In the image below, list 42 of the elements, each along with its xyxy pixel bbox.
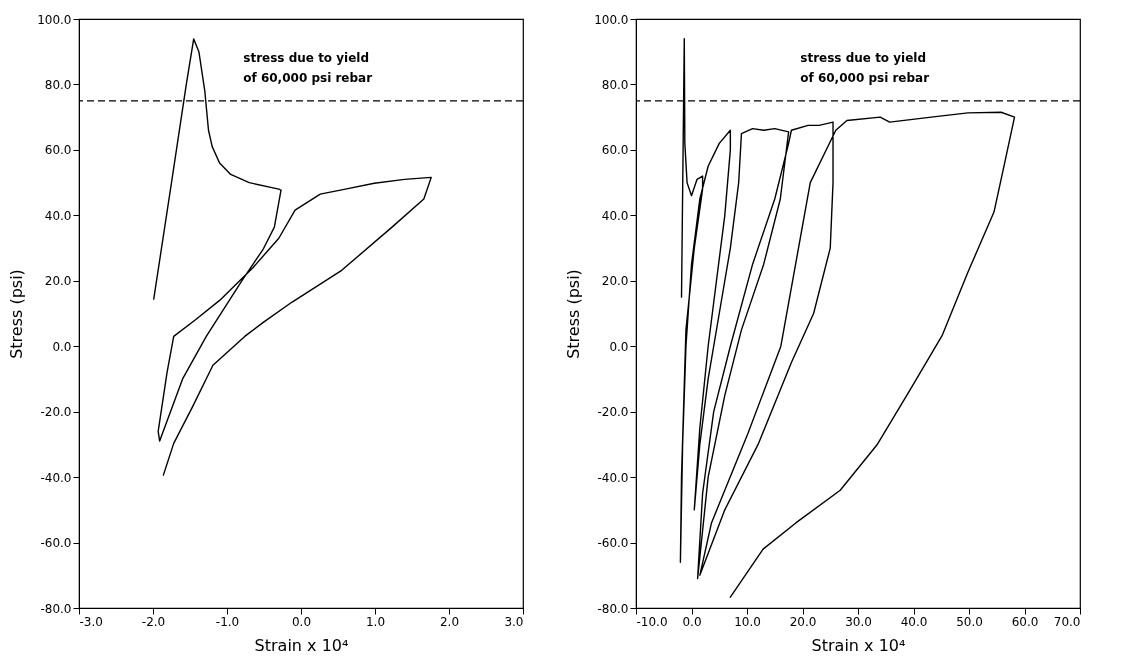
y-tick-label: -80.0 — [597, 601, 629, 616]
y-tick-label: 0.0 — [609, 339, 629, 354]
y-tick-label: 20.0 — [44, 274, 72, 289]
x-tick-label: 70.0 — [1053, 614, 1081, 629]
y-tick-label: -20.0 — [597, 405, 629, 420]
x-tick-label: -3.0 — [79, 614, 103, 629]
x-tick-label: -10.0 — [636, 614, 668, 629]
ref-line-label: stress due to yield of 60,000 psi rebar — [800, 50, 930, 85]
x-tick-label: -1.0 — [215, 614, 240, 629]
x-tick-label: 0.0 — [682, 614, 702, 629]
y-axis-title: Stress (psi) — [564, 269, 584, 359]
x-tick-label: 2.0 — [439, 614, 460, 629]
y-tick-label: -40.0 — [40, 470, 72, 485]
y-tick-label: 20.0 — [601, 274, 629, 289]
x-tick-label: 10.0 — [734, 614, 761, 629]
y-tick-label: 40.0 — [44, 208, 72, 223]
y-tick-label: 80.0 — [44, 77, 72, 92]
x-tick-label: 30.0 — [845, 614, 872, 629]
y-tick-label: -80.0 — [40, 601, 72, 616]
x-axis-title: Strain x 10⁴ — [811, 635, 906, 655]
y-tick-label: -40.0 — [597, 470, 629, 485]
y-axis-title: Stress (psi) — [7, 269, 27, 359]
y-tick-label: 0.0 — [52, 339, 72, 354]
x-tick-label: 60.0 — [1011, 614, 1039, 629]
ref-line-label: stress due to yield of 60,000 psi rebar — [243, 50, 373, 85]
x-tick-label: 40.0 — [900, 614, 928, 629]
y-tick-label: -60.0 — [40, 536, 72, 551]
x-tick-label: 1.0 — [365, 614, 386, 629]
y-tick-label: -60.0 — [597, 536, 629, 551]
y-tick-label: -20.0 — [40, 405, 72, 420]
y-tick-label: 60.0 — [601, 143, 629, 158]
x-tick-label: 20.0 — [789, 614, 817, 629]
y-tick-label: 40.0 — [601, 208, 629, 223]
x-tick-label: 0.0 — [291, 614, 312, 629]
y-tick-label: 60.0 — [44, 143, 72, 158]
y-tick-label: 100.0 — [37, 12, 72, 27]
y-tick-label: 80.0 — [601, 77, 629, 92]
x-tick-label: 50.0 — [956, 614, 983, 629]
x-tick-label: -2.0 — [141, 614, 166, 629]
x-tick-label: 3.0 — [504, 614, 524, 629]
x-axis-title: Strain x 10⁴ — [254, 635, 349, 655]
y-tick-label: 100.0 — [594, 12, 629, 27]
